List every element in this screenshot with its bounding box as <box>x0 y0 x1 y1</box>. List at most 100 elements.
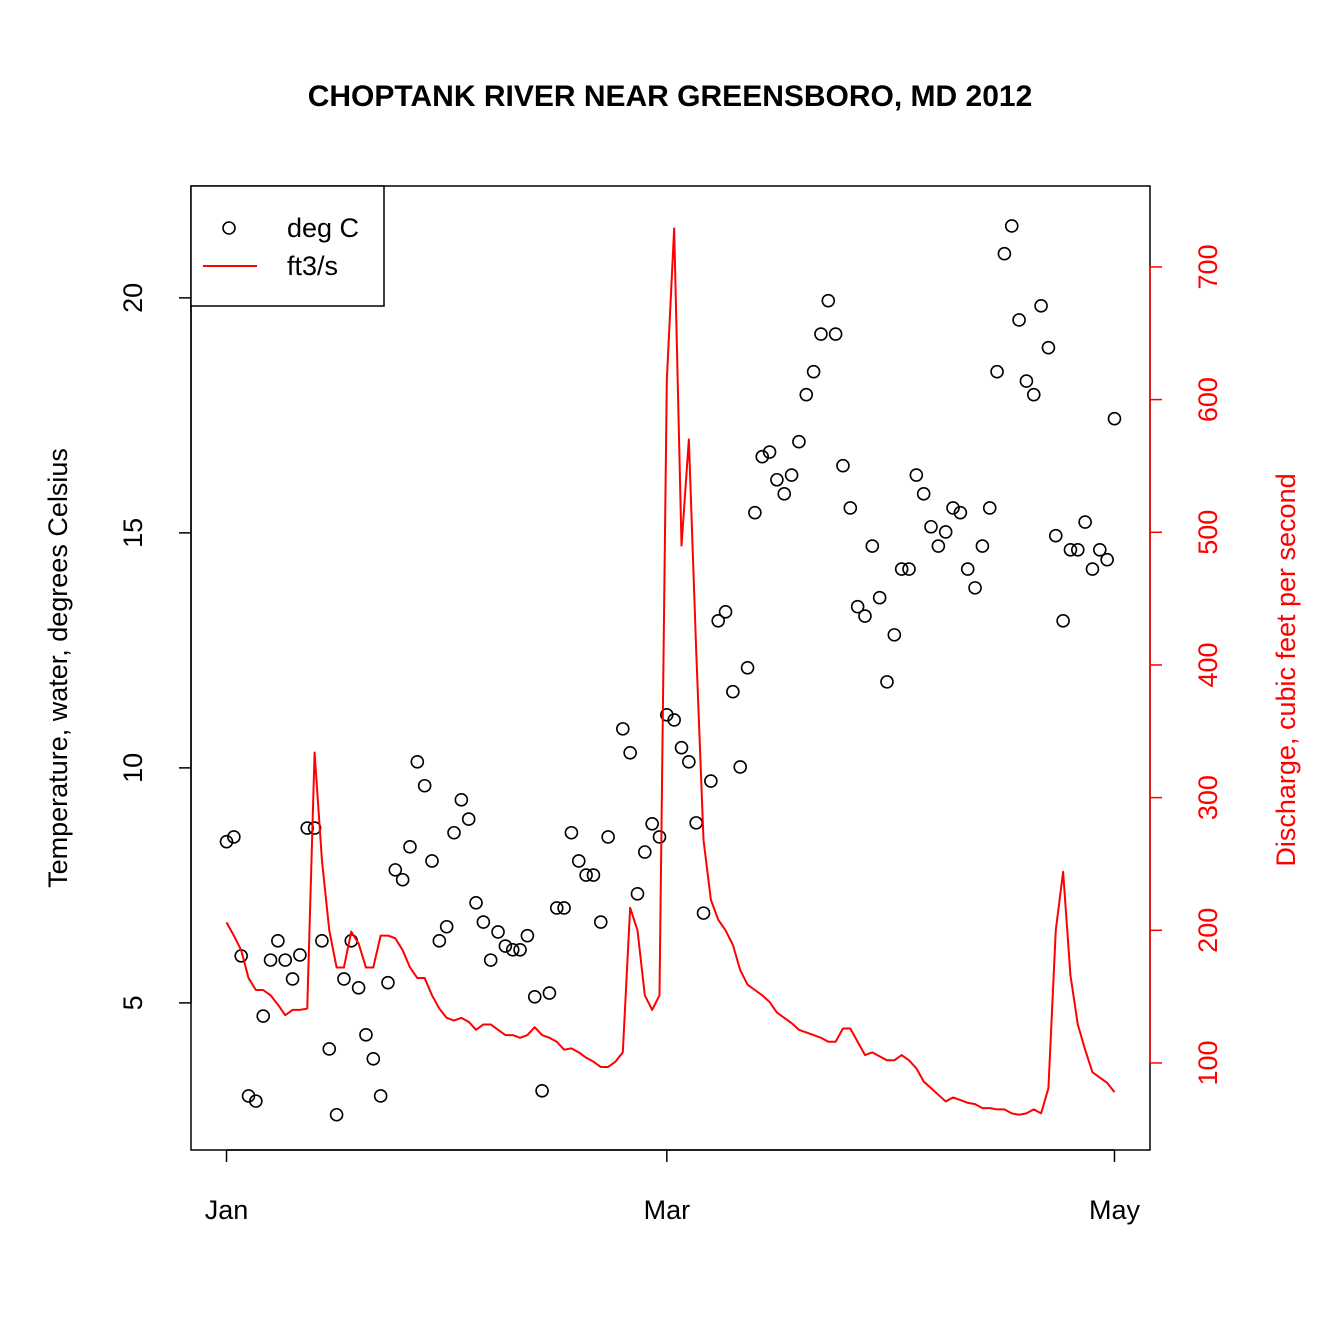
temperature-point <box>865 539 880 553</box>
temperature-point <box>784 468 799 482</box>
temperature-point <box>403 840 417 854</box>
temperature-point <box>476 915 491 929</box>
temperature-point <box>850 599 865 614</box>
temperature-point <box>997 246 1012 261</box>
temperature-point <box>491 925 505 939</box>
temperature-point <box>1085 562 1100 576</box>
temperature-point <box>931 539 946 553</box>
x-tick-label: May <box>1089 1195 1141 1225</box>
temperature-point <box>615 722 630 736</box>
temperature-point <box>461 812 476 826</box>
temperature-point <box>564 825 579 840</box>
temperature-point <box>1048 528 1063 543</box>
temperature-point <box>285 972 300 986</box>
temperature-point <box>733 760 748 774</box>
y-tick-label: 15 <box>118 518 148 548</box>
temperature-point <box>726 684 740 699</box>
x-tick-label: Mar <box>644 1195 691 1225</box>
y2-tick-label: 200 <box>1193 908 1223 953</box>
y2-tick-label: 700 <box>1193 244 1223 289</box>
temperature-point <box>814 327 828 341</box>
temperature-point <box>263 953 278 967</box>
temperature-point <box>755 449 770 464</box>
temperature-point <box>872 590 887 605</box>
temperature-point <box>256 1009 271 1023</box>
x-tick-label: Jan <box>205 1195 249 1225</box>
y-tick-label: 10 <box>118 753 148 783</box>
temperature-point <box>1070 542 1085 557</box>
temperature-point <box>373 1089 388 1103</box>
temperature-point <box>953 505 968 520</box>
temperature-point <box>623 746 637 760</box>
temperature-point <box>828 327 843 341</box>
temperature-point <box>1063 542 1078 557</box>
temperature-point <box>1004 219 1019 233</box>
temperature-point <box>601 830 615 844</box>
temperature-point <box>704 774 718 788</box>
temperature-point <box>593 915 608 929</box>
temperature-point <box>836 458 850 473</box>
legend-label: ft3/s <box>287 251 338 281</box>
temperature-point <box>249 1094 263 1108</box>
temperature-point <box>718 605 733 619</box>
temperature-point <box>1012 313 1026 327</box>
temperature-point <box>990 364 1004 379</box>
temperature-point <box>447 825 461 840</box>
temperature-point <box>1100 552 1114 567</box>
temperature-point <box>674 740 689 755</box>
temperature-point <box>527 989 542 1004</box>
legend-box <box>190 185 385 307</box>
temperature-point <box>359 1028 373 1042</box>
temperature-point <box>762 445 777 459</box>
temperature-point <box>1056 613 1070 628</box>
temperature-point <box>549 901 564 915</box>
temperature-point <box>513 942 527 957</box>
temperature-point <box>630 887 645 901</box>
temperature-point <box>351 981 366 995</box>
y-axis-label: Temperature, water, degrees Celsius <box>43 448 73 888</box>
temperature-point <box>329 1107 344 1122</box>
temperature-point <box>432 934 447 948</box>
temperature-point <box>711 613 726 628</box>
y-tick-label: 5 <box>118 995 148 1010</box>
y2-tick-label: 300 <box>1193 775 1223 820</box>
temperature-point <box>843 501 858 515</box>
temperature-point <box>425 854 439 868</box>
temperature-point <box>557 901 571 915</box>
temperature-point <box>395 872 410 887</box>
temperature-point <box>777 487 792 501</box>
temperature-point <box>696 906 711 920</box>
temperature-point <box>278 953 293 967</box>
y2-tick-label: 400 <box>1193 642 1223 687</box>
temperature-point <box>638 845 652 859</box>
temperature-point <box>388 863 403 877</box>
temperature-point <box>645 817 659 831</box>
temperature-point <box>498 939 513 953</box>
temperature-point <box>792 434 806 449</box>
temperature-point <box>366 1052 381 1066</box>
temperature-point <box>1034 299 1048 313</box>
temperature-point <box>821 293 836 308</box>
temperature-point <box>858 609 872 623</box>
temperature-point <box>652 830 667 844</box>
temperature-point <box>1093 542 1107 557</box>
discharge-line <box>225 227 1116 1116</box>
temperature-point <box>227 830 241 844</box>
temperature-point <box>579 868 593 882</box>
temperature-point <box>770 472 784 487</box>
temperature-point <box>1078 515 1092 529</box>
temperature-point <box>902 562 916 576</box>
temperature-point <box>924 519 938 534</box>
temperature-point <box>968 581 982 595</box>
chart-title: CHOPTANK RIVER NEAR GREENSBORO, MD 2012 <box>308 80 1033 113</box>
temperature-point <box>417 778 432 793</box>
temperature-point <box>586 868 601 882</box>
legend-label: deg C <box>287 213 359 243</box>
temperature-point <box>982 501 997 515</box>
temperature-point <box>505 942 520 957</box>
temperature-point <box>799 387 814 402</box>
temperature-point <box>909 468 924 482</box>
temperature-point <box>1026 387 1041 402</box>
